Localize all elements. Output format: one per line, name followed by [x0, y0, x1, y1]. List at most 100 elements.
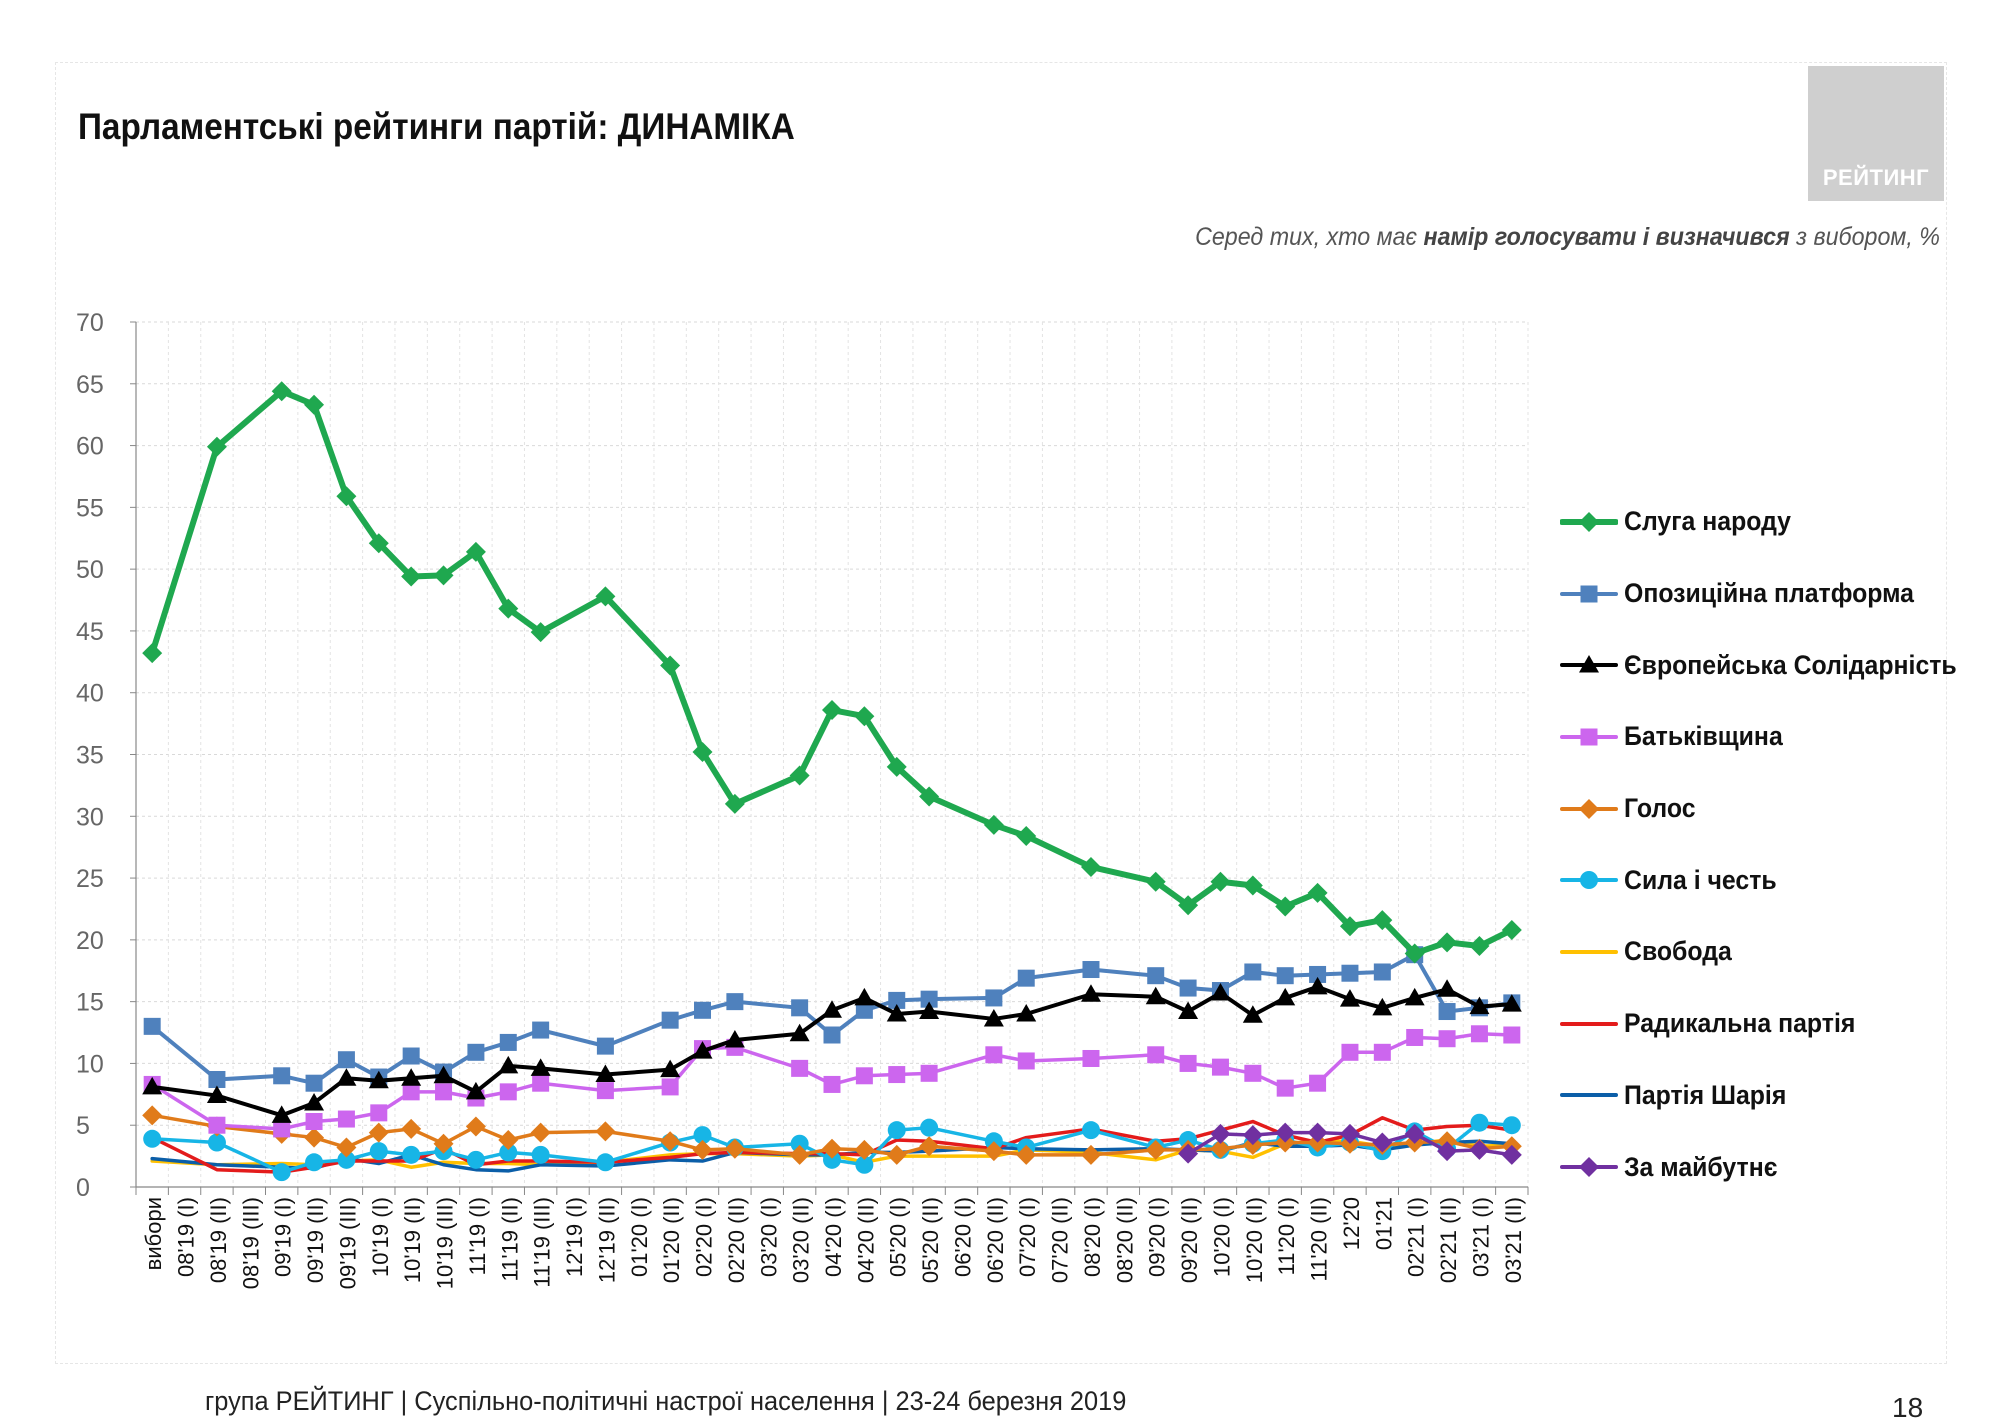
legend-item-batk: Батьківщина — [1560, 701, 1986, 773]
data-point-square — [499, 1083, 517, 1101]
data-point-square — [1406, 1028, 1424, 1046]
x-tick-label: 03'20 (I) — [756, 1197, 781, 1277]
data-point-triangle — [919, 1001, 940, 1020]
data-point-circle — [402, 1145, 421, 1164]
series-opzzh — [143, 946, 1521, 1092]
data-point-diamond — [1242, 1125, 1263, 1146]
x-tick-label: 10'19 (II) — [400, 1197, 425, 1283]
legend-swatch-maibutne — [1560, 1157, 1618, 1178]
x-tick-label: 10'19 (III) — [433, 1197, 458, 1289]
x-tick-label: 05'20 (II) — [918, 1197, 943, 1283]
y-tick-label: 45 — [76, 618, 104, 646]
data-point-square — [370, 1104, 388, 1122]
page-title: Парламентські рейтинги партій: ДИНАМІКА — [78, 106, 795, 147]
data-point-circle — [693, 1126, 712, 1145]
series-sluha — [142, 381, 1522, 964]
y-tick-label: 25 — [76, 865, 104, 893]
data-point-square — [1244, 963, 1262, 981]
data-point-circle — [596, 1153, 615, 1172]
data-point-circle — [1502, 1116, 1521, 1135]
data-point-square — [855, 1067, 873, 1085]
data-point-diamond — [1469, 1139, 1490, 1160]
data-point-triangle — [1275, 987, 1296, 1006]
data-point-diamond — [1080, 856, 1101, 877]
data-point-square — [888, 1066, 906, 1084]
data-point-triangle — [1178, 1001, 1199, 1020]
data-point-square — [435, 1083, 453, 1101]
series-maibutne — [1178, 1122, 1522, 1165]
data-point-diamond — [1307, 1122, 1328, 1143]
data-point-diamond — [1178, 895, 1199, 916]
x-tick-label: 05'20 (I) — [886, 1197, 911, 1277]
legend-swatch-opzzh — [1560, 585, 1618, 603]
data-point-triangle — [1437, 979, 1458, 997]
data-point-circle — [272, 1163, 291, 1182]
data-point-triangle — [692, 1041, 713, 1059]
data-point-triangle — [1016, 1004, 1037, 1022]
data-point-diamond — [368, 1122, 389, 1143]
data-point-square — [1276, 1079, 1294, 1097]
data-point-diamond — [1307, 882, 1328, 903]
data-point-square — [1580, 585, 1598, 603]
data-point-triangle — [1145, 986, 1166, 1005]
data-point-square — [791, 1059, 809, 1077]
slide-frame — [55, 62, 1947, 1364]
data-point-triangle — [336, 1068, 357, 1086]
data-point-diamond — [1210, 871, 1231, 892]
x-tick-label: 11'20 (II) — [1307, 1197, 1332, 1282]
data-point-diamond — [919, 1136, 940, 1157]
data-point-circle — [1081, 1121, 1100, 1140]
data-point-diamond — [983, 1141, 1004, 1162]
data-point-diamond — [1242, 875, 1263, 896]
x-tick-label: 08'19 (II) — [206, 1197, 231, 1283]
data-point-square — [985, 989, 1003, 1007]
legend-item-svoboda: Свобода — [1560, 916, 1986, 988]
data-point-triangle — [1501, 994, 1522, 1012]
x-tick-label: 01'20 (I) — [627, 1197, 652, 1277]
legend-swatch-svoboda — [1560, 949, 1618, 954]
data-point-triangle — [206, 1085, 227, 1104]
y-tick-label: 30 — [76, 803, 104, 831]
data-point-diamond — [822, 1138, 842, 1159]
data-point-diamond — [886, 756, 907, 777]
data-point-diamond — [854, 1139, 875, 1160]
data-point-circle — [337, 1150, 356, 1169]
y-tick-label: 0 — [76, 1174, 90, 1202]
data-point-square — [1503, 1026, 1521, 1044]
data-point-diamond — [1016, 1144, 1037, 1165]
x-tick-label: 07'20 (I) — [1015, 1197, 1040, 1277]
x-tick-label: 10'20 (II) — [1242, 1197, 1267, 1283]
data-point-square — [596, 1037, 614, 1055]
legend-item-es: Європейська Солідарність — [1560, 629, 1986, 701]
data-point-square — [920, 990, 938, 1008]
data-point-diamond — [595, 586, 616, 607]
data-point-square — [499, 1033, 517, 1051]
subtitle-suffix: з вибором, % — [1789, 223, 1940, 251]
data-point-square — [920, 1064, 938, 1082]
data-point-square — [143, 1017, 161, 1035]
data-point-diamond — [401, 1118, 422, 1139]
legend-swatch-sharii — [1560, 1093, 1618, 1098]
data-point-square — [305, 1074, 323, 1092]
data-point-circle — [531, 1145, 550, 1164]
data-point-circle — [920, 1118, 939, 1137]
legend-swatch-es — [1560, 655, 1618, 673]
x-tick-label: 04'20 (II) — [853, 1197, 878, 1283]
x-tick-label: 02'20 (I) — [692, 1197, 717, 1277]
legend-item-syla: Сила і честь — [1560, 844, 1986, 916]
x-tick-label: 09'20 (II) — [1177, 1197, 1202, 1283]
data-point-diamond — [530, 1122, 551, 1143]
data-point-square — [1276, 967, 1294, 985]
x-tick-label: 06'20 (I) — [950, 1197, 975, 1277]
x-tick-label: 08'20 (I) — [1080, 1197, 1105, 1277]
data-point-square — [1244, 1064, 1262, 1082]
y-tick-label: 35 — [76, 742, 104, 770]
data-point-square — [1341, 964, 1359, 982]
subtitle-prefix: Серед тих, хто має — [1195, 223, 1424, 251]
x-tick-label: 09'19 (III) — [335, 1197, 360, 1289]
data-point-square — [532, 1074, 550, 1092]
data-point-diamond — [660, 1131, 681, 1152]
data-point-square — [1082, 1049, 1100, 1067]
x-tick-label: 11'19 (III) — [530, 1197, 555, 1288]
data-point-diamond — [1275, 896, 1296, 917]
